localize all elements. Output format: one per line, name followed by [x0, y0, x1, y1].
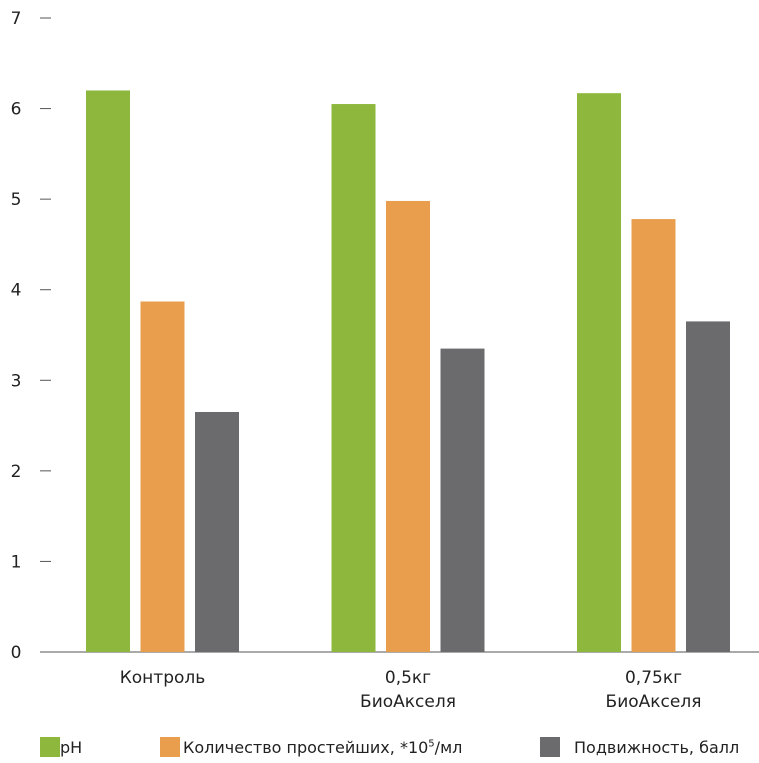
bar [331, 104, 376, 653]
x-tick-label: БиоАкселя [360, 692, 456, 712]
bar [195, 411, 239, 652]
y-tick-label: 7 [11, 9, 22, 29]
bar [686, 321, 730, 652]
x-tick-label: 0,75кг [625, 668, 682, 688]
bars [86, 90, 730, 653]
legend-swatch-ph [40, 737, 60, 757]
legend-swatch-protozoa [160, 737, 180, 757]
bar [577, 93, 621, 652]
y-tick-label: 6 [11, 100, 22, 120]
legend: pH Количество простейших, *105/мл Подвиж… [0, 735, 759, 763]
bar [86, 90, 130, 652]
legend-item-mobility: Подвижность, балл [540, 735, 739, 759]
x-tick-label: Контроль [120, 668, 206, 688]
y-tick-label: 1 [11, 552, 22, 572]
bar [386, 200, 430, 652]
y-tick-label: 2 [11, 462, 22, 482]
y-tick-label: 3 [11, 371, 22, 391]
legend-label-protozoa-prefix: Количество простейших, *10 [183, 737, 429, 757]
bar [440, 348, 485, 652]
x-tick-label: БиоАкселя [606, 692, 702, 712]
x-tick-label: 0,5кг [385, 668, 431, 688]
y-tick-label: 4 [11, 281, 22, 301]
legend-item-ph: pH [40, 735, 82, 759]
legend-label-protozoa: Количество простейших, *105/мл [183, 738, 462, 757]
y-tick-label: 0 [11, 643, 22, 663]
legend-label-protozoa-sup: 5 [428, 738, 435, 750]
legend-label-mobility: Подвижность, балл [574, 737, 740, 757]
legend-swatch-mobility [540, 737, 560, 757]
y-tick-label: 5 [11, 190, 22, 210]
labels: Контроль 0,5кг БиоАкселя 0,75кг БиоАкселя [120, 668, 702, 712]
legend-item-protozoa: Количество простейших, *105/мл [160, 735, 462, 759]
legend-label-protozoa-suffix: /мл [434, 737, 463, 757]
bar [631, 219, 676, 652]
legend-label-ph: pH [60, 737, 83, 757]
bar [140, 301, 185, 652]
